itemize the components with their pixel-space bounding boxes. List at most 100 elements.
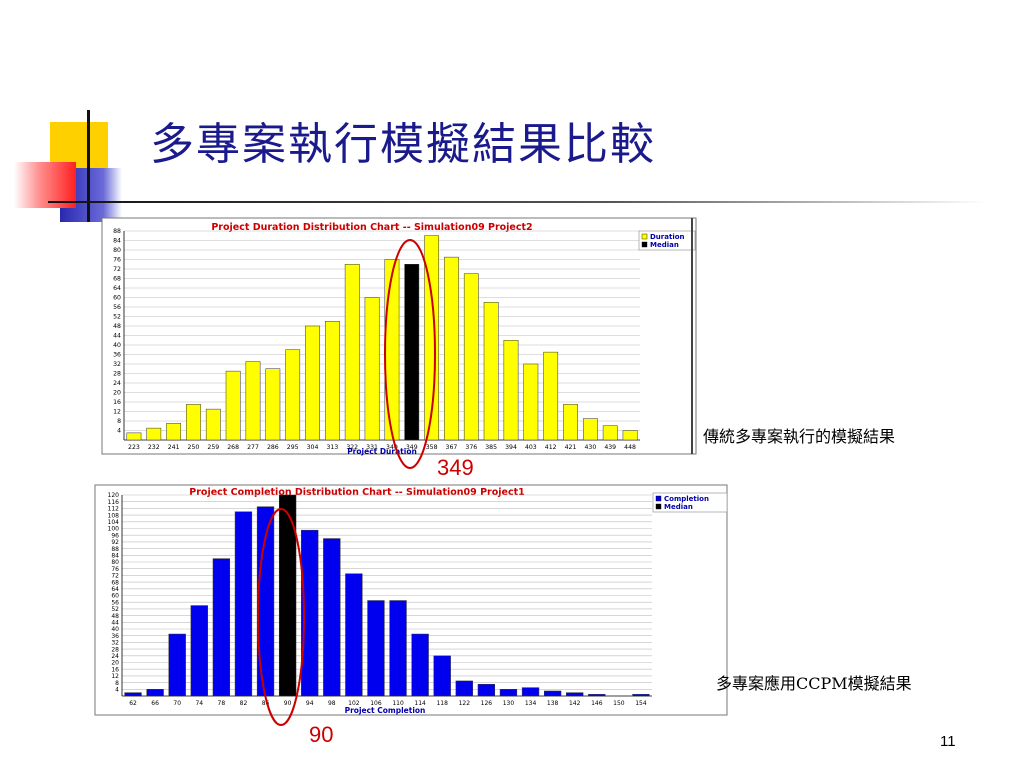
y-tick-label: 8 (117, 418, 121, 425)
y-tick-label: 88 (113, 228, 121, 235)
y-tick-label: 16 (113, 399, 121, 406)
x-tick-label: 86 (262, 700, 270, 707)
x-tick-label: 126 (481, 700, 493, 707)
bar (499, 689, 518, 697)
bar (477, 684, 496, 697)
bar (523, 363, 539, 441)
bar (245, 361, 261, 441)
x-tick-labels: 62 66 70 74 78 82 86 90 94 98 102 106 110 114 118 122 12… (129, 700, 647, 707)
x-tick-label: 90 (284, 700, 292, 707)
bar (503, 340, 519, 441)
highlight-label-349: 349 (437, 455, 474, 480)
x-tick-label: 142 (569, 700, 581, 707)
x-tick-label: 102 (348, 700, 360, 707)
y-tick-label: 48 (111, 613, 119, 620)
median-bar (404, 264, 420, 441)
x-tick-label: 94 (306, 700, 314, 707)
y-tick-label: 60 (113, 295, 121, 302)
y-tick-label: 76 (111, 566, 119, 573)
x-tick-label: 98 (328, 700, 336, 707)
x-tick-label: 313 (326, 444, 338, 451)
chart-title: Project Duration Distribution Chart -- S… (211, 222, 532, 233)
bar (483, 302, 499, 441)
deco-red-square (14, 162, 76, 208)
bar (566, 692, 584, 697)
y-tick-label: 44 (111, 620, 119, 627)
bar (265, 368, 281, 441)
bar (126, 432, 142, 441)
chart-title: Project Completion Distribution Chart --… (189, 487, 524, 498)
x-tick-label: 430 (584, 444, 596, 451)
y-tick-label: 20 (111, 660, 119, 667)
x-tick-label: 358 (426, 444, 438, 451)
x-axis-label: Project Completion (345, 706, 426, 715)
x-tick-label: 295 (287, 444, 299, 451)
legend-swatch (655, 503, 662, 510)
legend-box (638, 230, 696, 251)
y-tick-label: 20 (113, 390, 121, 397)
y-tick-label: 12 (111, 673, 119, 680)
y-tick-label: 64 (111, 586, 119, 593)
x-tick-label: 394 (505, 444, 517, 451)
x-tick-label: 268 (227, 444, 239, 451)
y-tick-label: 8 (115, 680, 119, 687)
caption-ccpm: 多專案應用CCPM模擬結果 (716, 674, 912, 693)
bar (424, 235, 440, 441)
bar (389, 600, 407, 697)
y-tick-label: 76 (113, 257, 121, 264)
x-tick-label: 349 (406, 444, 418, 451)
y-tick-label: 40 (111, 626, 119, 633)
y-tick-label: 84 (113, 238, 121, 245)
x-tick-label: 331 (366, 444, 378, 451)
y-tick-label: 104 (108, 519, 120, 526)
x-tick-label: 78 (218, 700, 226, 707)
y-tick-label: 72 (111, 573, 119, 580)
bar (305, 325, 320, 441)
y-tick-label: 4 (117, 428, 121, 435)
x-tick-labels: 223 232 241 250 259 268 277 286 295 304 313 322 331 3… (128, 444, 636, 451)
bar (345, 573, 363, 697)
y-tick-label: 32 (113, 361, 121, 368)
y-tick-label: 48 (113, 323, 121, 330)
y-tick-label: 68 (111, 579, 119, 586)
x-tick-label: 134 (525, 700, 537, 707)
x-tick-label: 250 (188, 444, 200, 451)
x-tick-label: 146 (591, 700, 603, 707)
y-tick-label: 44 (113, 333, 121, 340)
bar (602, 425, 618, 441)
x-tick-label: 259 (207, 444, 219, 451)
x-tick-label: 304 (307, 444, 319, 451)
grid-lines (121, 494, 652, 697)
x-tick-label: 110 (392, 700, 404, 707)
y-tick-label: 56 (111, 599, 119, 606)
y-tick-labels: 4812162024283236404448525660646872768084… (108, 492, 120, 693)
y-tick-label: 96 (111, 532, 119, 539)
legend-label: Duration (650, 233, 685, 241)
y-tick-label: 108 (108, 512, 120, 519)
y-tick-label: 100 (108, 526, 120, 533)
x-tick-label: 340 (386, 444, 398, 451)
x-tick-label: 322 (346, 444, 358, 451)
bars (126, 235, 638, 441)
x-tick-label: 367 (446, 444, 458, 451)
x-tick-label: 286 (267, 444, 279, 451)
bar (234, 511, 253, 697)
y-tick-label: 80 (111, 559, 119, 566)
x-tick-label: 241 (168, 444, 180, 451)
bar (588, 694, 606, 697)
bar (411, 633, 429, 697)
bar (190, 605, 208, 697)
y-tick-label: 12 (113, 409, 121, 416)
x-axis-label: Project Duration (347, 447, 417, 456)
legend-swatch (655, 495, 662, 502)
y-tick-labels: 4812162024283236404448525660646872768084… (113, 228, 121, 435)
bar (521, 687, 540, 697)
bar (455, 680, 473, 697)
x-tick-label: 62 (129, 700, 137, 707)
bar (543, 351, 559, 441)
bar (285, 349, 301, 441)
y-tick-label: 28 (113, 371, 121, 378)
legend-label: Completion (664, 495, 709, 503)
y-tick-label: 28 (111, 646, 119, 653)
